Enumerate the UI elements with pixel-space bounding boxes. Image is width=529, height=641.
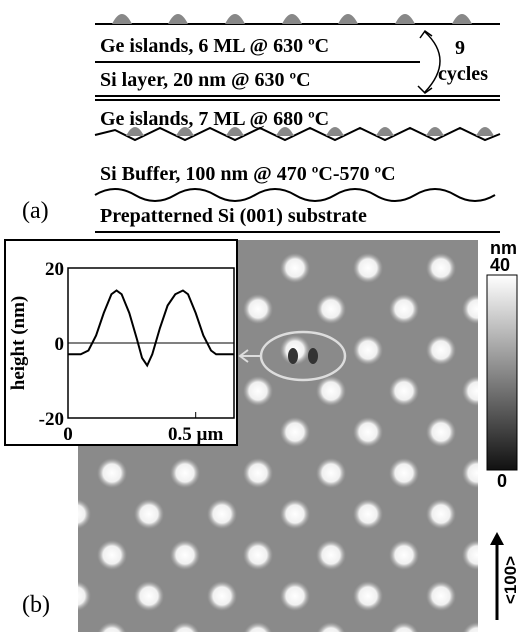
afm-dot [462, 458, 478, 488]
afm-dot [389, 458, 419, 488]
y-tick-label: -20 [39, 409, 64, 430]
direction-arrow-head [490, 532, 504, 545]
afm-dot [426, 499, 456, 529]
afm-dot [134, 499, 164, 529]
afm-dot [499, 499, 529, 529]
afm-dot [24, 622, 54, 641]
colorbar [486, 274, 518, 471]
pit [288, 348, 298, 364]
x-tick-label: 0 [63, 424, 73, 445]
afm-dot [353, 499, 383, 529]
layer-labels: Ge islands, 6 ML @ 630 ºC Si layer, 20 n… [100, 35, 488, 227]
y-axis-label: height (nm) [8, 296, 29, 390]
afm-dot [389, 294, 419, 324]
afm-dot [243, 540, 273, 570]
afm-dot [316, 622, 346, 632]
afm-dot [78, 499, 91, 529]
afm-dot [316, 294, 346, 324]
afm-dot [389, 540, 419, 570]
afm-dot [24, 458, 54, 488]
arrow-head [238, 349, 249, 363]
afm-dot [426, 253, 456, 283]
colorbar-max: 40 [490, 255, 510, 275]
afm-dot [462, 540, 478, 570]
afm-dot [353, 253, 383, 283]
y-tick-label: 0 [55, 334, 65, 355]
afm-dot [353, 581, 383, 611]
layer-label: Prepatterned Si (001) substrate [100, 205, 367, 227]
afm-dot [97, 622, 127, 632]
afm-dot [426, 335, 456, 365]
afm-dot [280, 253, 310, 283]
panel-label: (a) [22, 198, 49, 224]
layer-label: Ge islands, 7 ML @ 680 ºC [100, 108, 329, 130]
x-tick-label: 0.5 µm [168, 424, 223, 445]
afm-dot [78, 581, 91, 611]
afm-dot [243, 622, 273, 632]
y-tick-label: 20 [45, 259, 64, 280]
afm-dot [243, 376, 273, 406]
afm-dot [389, 376, 419, 406]
afm-dot [0, 581, 18, 611]
afm-dot [134, 581, 164, 611]
afm-dot [243, 458, 273, 488]
profile-line [68, 289, 234, 368]
afm-dot [316, 458, 346, 488]
islands [112, 14, 494, 136]
direction-label: <100> [501, 556, 520, 604]
afm-dot [462, 376, 478, 406]
layer-label: Ge islands, 6 ML @ 630 ºC [100, 35, 329, 57]
afm-dot [280, 499, 310, 529]
afm-dot [462, 622, 478, 632]
colorbar-unit: nm [490, 238, 517, 258]
cycles-word: cycles [438, 63, 488, 85]
afm-dot [243, 294, 273, 324]
cycles-count: 9 [455, 37, 465, 59]
pit [308, 348, 318, 364]
afm-dot [24, 540, 54, 570]
afm-dot [97, 540, 127, 570]
afm-dot [97, 458, 127, 488]
afm-dot [426, 581, 456, 611]
afm-dot [389, 622, 419, 632]
afm-dot [280, 417, 310, 447]
panel-label: (b) [22, 592, 50, 618]
afm-dot [462, 294, 478, 324]
afm-dot [207, 581, 237, 611]
afm-dot [207, 499, 237, 529]
afm-dot [0, 499, 18, 529]
afm-dot [426, 417, 456, 447]
afm-dot [353, 335, 383, 365]
afm-dot [170, 458, 200, 488]
schematic [94, 23, 501, 233]
afm-dot [280, 581, 310, 611]
afm-dot [170, 540, 200, 570]
afm-dot [316, 376, 346, 406]
afm-dot [353, 417, 383, 447]
afm-dot [170, 622, 200, 632]
colorbar-min: 0 [497, 471, 507, 491]
layer-label: Si Buffer, 100 nm @ 470 ºC-570 ºC [100, 163, 396, 185]
layer-label: Si layer, 20 nm @ 630 ºC [100, 69, 311, 91]
afm-dot [316, 540, 346, 570]
